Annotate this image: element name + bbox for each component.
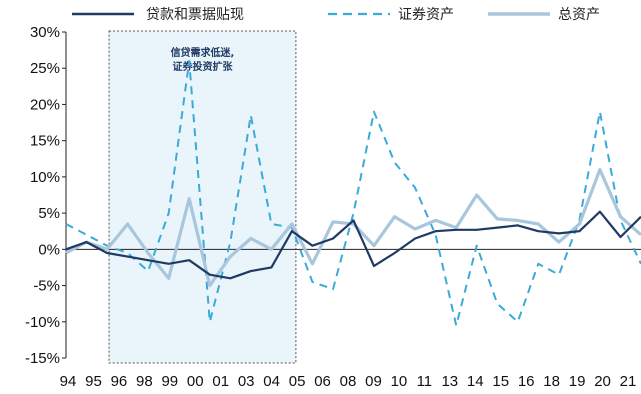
x-tick-label: 19	[569, 373, 586, 390]
x-tick-label: 15	[492, 373, 509, 390]
y-tick-label: 25%	[30, 60, 60, 77]
y-tick-label: 30%	[30, 24, 60, 41]
series-lines	[65, 60, 641, 327]
y-tick-label: 20%	[30, 96, 60, 113]
y-tick-label: -5%	[33, 278, 60, 295]
legend-label-0: 贷款和票据贴现	[146, 7, 244, 23]
annotation-text: 信贷需求低迷, 证券投资扩张	[171, 46, 235, 73]
y-tick-label: 10%	[30, 169, 60, 186]
x-tick-label: 96	[111, 373, 128, 390]
x-tick-label: 20	[594, 373, 611, 390]
x-tick-label: 00	[187, 373, 204, 390]
annotation-box	[108, 30, 297, 364]
x-tick-label: 03	[238, 373, 255, 390]
y-tick-label: -15%	[25, 350, 60, 367]
series-line-2	[65, 168, 641, 288]
y-tick-label: 15%	[30, 133, 60, 150]
series-line-0	[65, 210, 641, 280]
annotation-line-1: 信贷需求低迷,	[171, 46, 235, 59]
x-tick-label: 11	[417, 373, 433, 390]
y-tick-label: -10%	[25, 314, 60, 331]
x-tick-label: 14	[467, 373, 484, 390]
x-axis-ticks: 94 95 96 98 99 00 01 03 04 05 06 08 09 10 11 13 14 15 16 18…	[60, 373, 637, 390]
x-tick-label: 94	[60, 373, 77, 390]
x-tick-label: 16	[518, 373, 535, 390]
axes	[65, 32, 641, 358]
legend-label-1: 证券资产	[398, 7, 454, 23]
x-tick-label: 95	[85, 373, 102, 390]
legend-label-2: 总资产	[558, 7, 600, 23]
x-tick-label: 98	[136, 373, 153, 390]
x-tick-label: 18	[543, 373, 560, 390]
y-tick-label: 0%	[38, 241, 60, 258]
x-tick-label: 09	[365, 373, 382, 390]
x-tick-label: 21	[620, 373, 637, 390]
annotation-line-2: 证券投资扩张	[172, 60, 233, 73]
x-tick-label: 10	[391, 373, 408, 390]
x-tick-label: 04	[263, 373, 280, 390]
x-tick-label: 05	[289, 373, 306, 390]
x-tick-label: 08	[340, 373, 357, 390]
x-tick-label: 13	[441, 373, 458, 390]
y-axis-ticks: -15% -10% -5% 0% 5% 10% 15% 20% 25% 30%	[25, 24, 66, 367]
x-tick-label: 06	[314, 373, 331, 390]
x-tick-label: 99	[161, 373, 178, 390]
x-tick-label: 01	[212, 373, 229, 390]
legend: 贷款和票据贴现 证券资产 总资产	[72, 7, 600, 23]
y-tick-label: 5%	[38, 205, 60, 222]
